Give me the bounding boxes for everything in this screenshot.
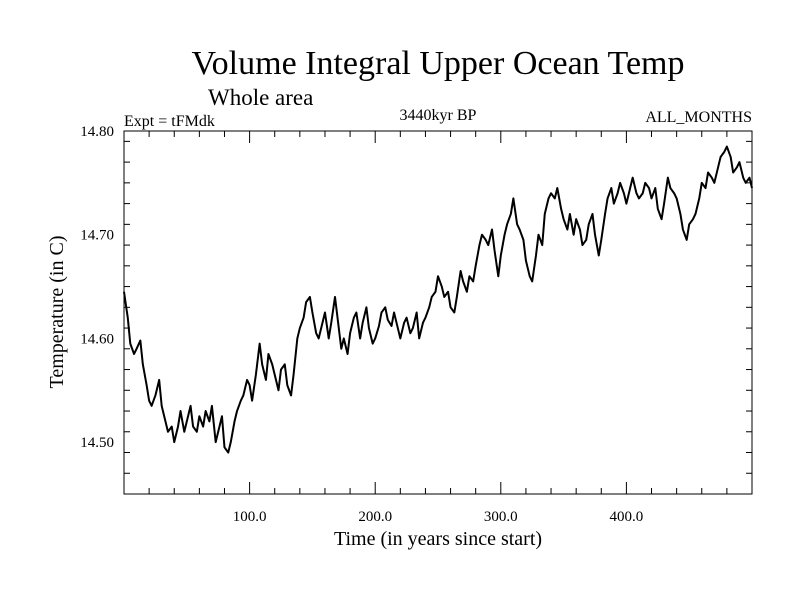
- axis-tick-labels: 100.0 200.0 300.0 400.0 14.50 14.60 14.70 14.80: [80, 124, 643, 525]
- center-label: 3440kyr BP: [400, 107, 477, 124]
- series-line: [123, 145, 753, 454]
- y-tick-label: 14.80: [80, 124, 114, 140]
- y-tick-label: 14.50: [80, 435, 114, 451]
- x-tick-label: 100.0: [233, 509, 267, 525]
- right-label: ALL_MONTHS: [645, 109, 752, 126]
- x-axis-label: Time (in years since start): [334, 528, 542, 550]
- y-tick-label: 14.70: [80, 228, 114, 244]
- chart-subtitle: Whole area: [208, 85, 313, 110]
- plot-frame: [123, 130, 753, 495]
- experiment-label: Expt = tFMdk: [124, 113, 215, 130]
- chart-title: Volume Integral Upper Ocean Temp: [192, 45, 685, 82]
- x-tick-label: 200.0: [358, 509, 392, 525]
- y-tick-label: 14.60: [80, 331, 114, 347]
- series-group: [123, 145, 753, 454]
- x-tick-label: 300.0: [484, 509, 518, 525]
- y-axis-label: Temperature (in C): [46, 236, 68, 389]
- axis-ticks: [124, 131, 752, 494]
- x-tick-label: 400.0: [610, 509, 644, 525]
